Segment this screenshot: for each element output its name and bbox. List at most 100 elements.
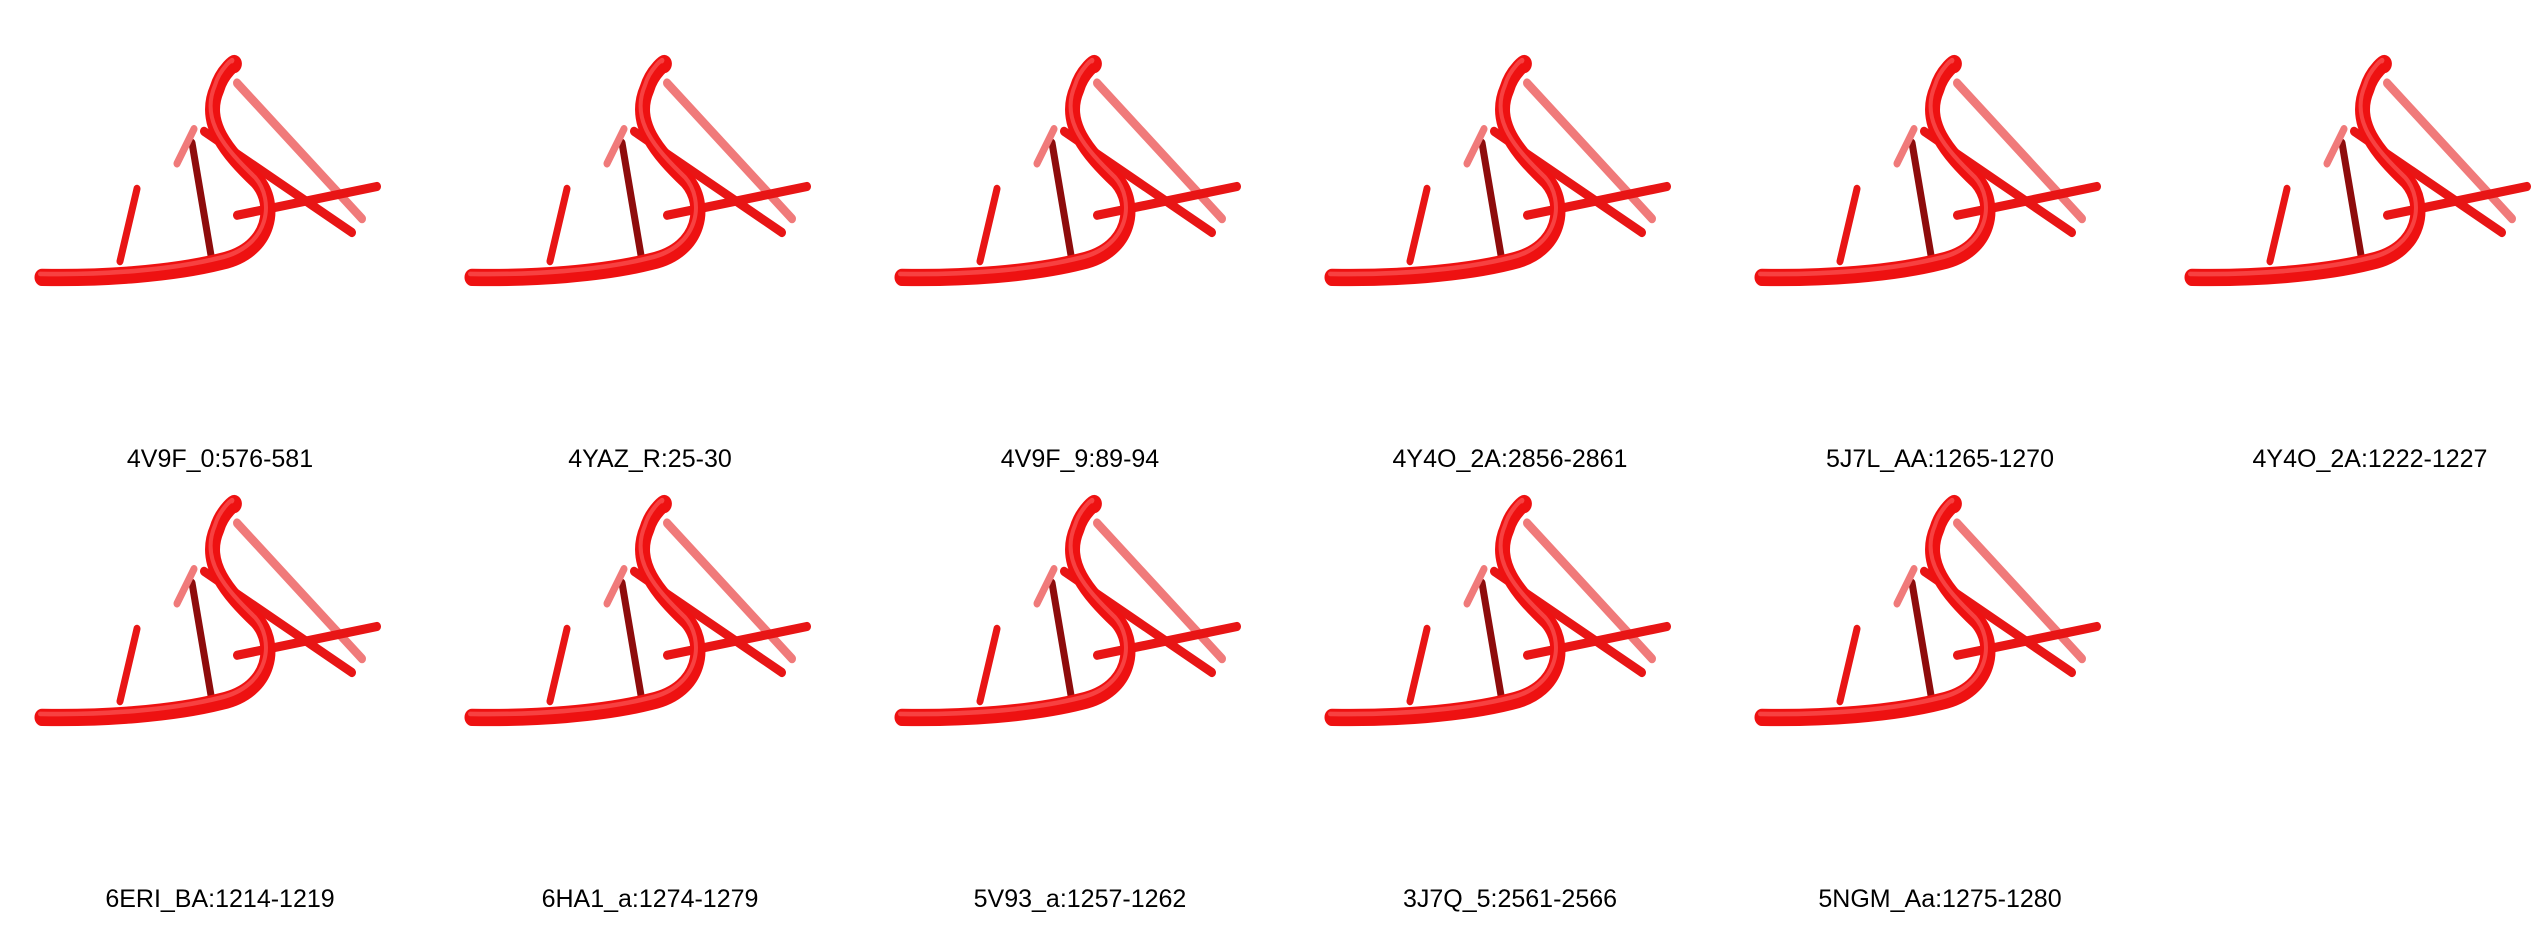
motif-group xyxy=(34,494,381,727)
base-stick xyxy=(1093,621,1241,660)
structure-label: 4Y4O_2A:2856-2861 xyxy=(1392,445,1628,473)
backbone-tube xyxy=(1324,494,1566,727)
motif-group xyxy=(1324,494,1671,727)
backbone-highlight xyxy=(2188,57,2418,277)
base-stick-faded xyxy=(603,124,628,168)
rna-motif-render xyxy=(894,54,1241,287)
backbone-highlight xyxy=(898,57,1128,277)
base-stick-faded xyxy=(1033,124,1058,168)
structure-label: 5J7L_AA:1265-1270 xyxy=(1826,445,2054,473)
backbone-highlight xyxy=(1328,497,1558,717)
backbone-tube xyxy=(894,54,1136,287)
motif-group xyxy=(464,54,811,287)
base-stick-dark xyxy=(1478,578,1506,706)
rna-motif-render xyxy=(2184,54,2531,287)
rna-motif-render xyxy=(34,494,381,727)
motif-group xyxy=(1324,54,1671,287)
structure-label: 5V93_a:1257-1262 xyxy=(973,885,1187,913)
base-stick xyxy=(1406,624,1431,706)
backbone-highlight xyxy=(898,497,1128,717)
base-stick-faded xyxy=(1463,564,1488,608)
base-stick xyxy=(663,181,811,220)
base-stick xyxy=(116,624,141,706)
backbone-highlight xyxy=(1328,57,1558,277)
structure-label: 5NGM_Aa:1275-1280 xyxy=(1818,885,2062,913)
structure-label: 6ERI_BA:1214-1219 xyxy=(105,885,335,913)
structure-panel: 6HA1_a:1274-1279 xyxy=(440,480,860,913)
base-stick xyxy=(116,184,141,266)
backbone-tube xyxy=(464,54,706,287)
base-stick xyxy=(1406,184,1431,266)
structure-panel: 6ERI_BA:1214-1219 xyxy=(10,480,430,913)
structure-panel: 4Y4O_2A:2856-2861 xyxy=(1300,40,1720,473)
base-stick-faded xyxy=(173,124,198,168)
backbone-highlight xyxy=(468,497,698,717)
base-stick xyxy=(233,621,381,660)
base-stick-dark xyxy=(188,578,216,706)
structure-panel: 5J7L_AA:1265-1270 xyxy=(1730,40,2150,473)
rna-motif-render xyxy=(34,54,381,287)
base-stick xyxy=(1523,621,1671,660)
base-stick-faded xyxy=(1033,564,1058,608)
base-stick xyxy=(976,184,1001,266)
motif-group xyxy=(894,494,1241,727)
base-stick xyxy=(1953,181,2101,220)
base-stick-faded xyxy=(2323,124,2348,168)
structure-label: 4V9F_9:89-94 xyxy=(1000,445,1160,473)
base-stick xyxy=(1093,181,1241,220)
structure-panel: 4V9F_0:576-581 xyxy=(10,40,430,473)
structure-label: 4YAZ_R:25-30 xyxy=(568,445,732,473)
base-stick xyxy=(1523,181,1671,220)
structure-label: 4Y4O_2A:1222-1227 xyxy=(2252,445,2488,473)
backbone-highlight xyxy=(38,57,268,277)
rna-motif-render xyxy=(464,494,811,727)
base-stick-dark xyxy=(2338,138,2366,266)
motif-group xyxy=(894,54,1241,287)
backbone-highlight xyxy=(1758,57,1988,277)
base-stick-faded xyxy=(1893,124,1918,168)
base-stick-dark xyxy=(1048,138,1076,266)
base-stick xyxy=(2266,184,2291,266)
base-stick-dark xyxy=(618,138,646,266)
backbone-tube xyxy=(1754,494,1996,727)
structure-panel: 3J7Q_5:2561-2566 xyxy=(1300,480,1720,913)
backbone-tube xyxy=(34,54,276,287)
base-stick-dark xyxy=(1908,138,1936,266)
base-stick xyxy=(1836,184,1861,266)
backbone-tube xyxy=(34,494,276,727)
rna-motif-render xyxy=(1754,494,2101,727)
motif-group xyxy=(464,494,811,727)
base-stick xyxy=(233,181,381,220)
motif-group xyxy=(34,54,381,287)
motif-group xyxy=(1754,494,2101,727)
base-stick xyxy=(546,184,571,266)
motif-group xyxy=(1754,54,2101,287)
backbone-tube xyxy=(464,494,706,727)
base-stick xyxy=(546,624,571,706)
base-stick xyxy=(2383,181,2531,220)
base-stick-dark xyxy=(618,578,646,706)
base-stick xyxy=(1836,624,1861,706)
structure-panel: 4V9F_9:89-94 xyxy=(870,40,1290,473)
structure-label: 3J7Q_5:2561-2566 xyxy=(1402,885,1618,913)
rna-motif-render xyxy=(464,54,811,287)
structure-label: 4V9F_0:576-581 xyxy=(126,445,314,473)
backbone-highlight xyxy=(468,57,698,277)
base-stick-dark xyxy=(188,138,216,266)
base-stick-faded xyxy=(1463,124,1488,168)
base-stick-dark xyxy=(1908,578,1936,706)
base-stick xyxy=(976,624,1001,706)
backbone-tube xyxy=(894,494,1136,727)
base-stick-faded xyxy=(603,564,628,608)
base-stick xyxy=(663,621,811,660)
base-stick-dark xyxy=(1048,578,1076,706)
structure-panel: 5NGM_Aa:1275-1280 xyxy=(1730,480,2150,913)
backbone-tube xyxy=(2184,54,2426,287)
rna-motif-render xyxy=(1324,54,1671,287)
motif-group xyxy=(2184,54,2531,287)
rna-motif-render xyxy=(1754,54,2101,287)
base-stick xyxy=(1953,621,2101,660)
structure-panel: 5V93_a:1257-1262 xyxy=(870,480,1290,913)
backbone-tube xyxy=(1324,54,1566,287)
